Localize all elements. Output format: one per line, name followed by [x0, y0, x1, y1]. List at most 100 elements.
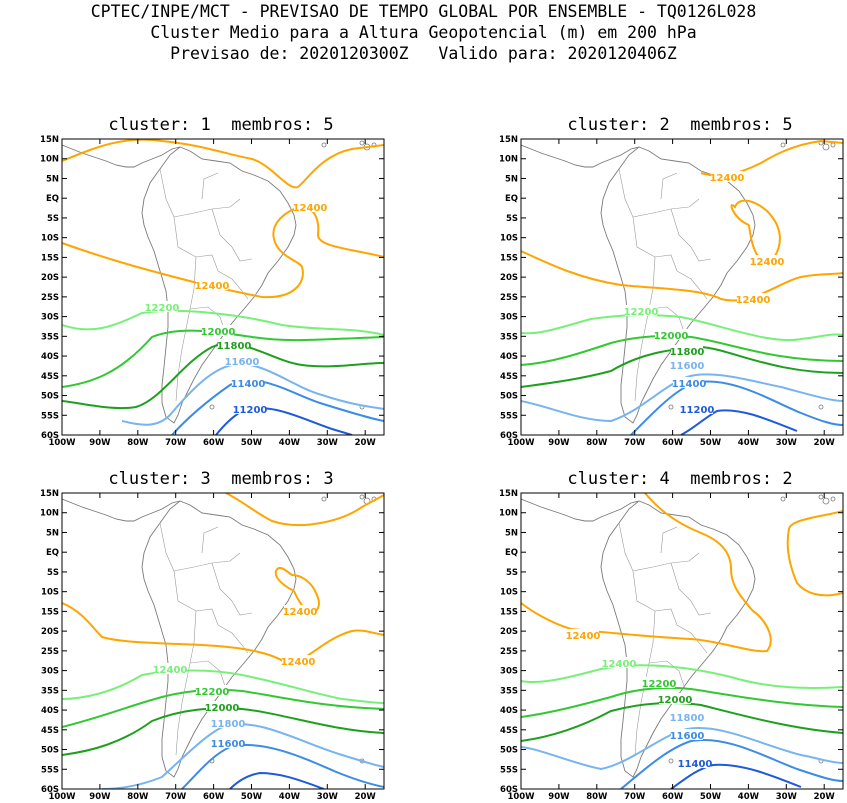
header-line-2: Cluster Medio para a Altura Geopotencial…	[150, 23, 697, 42]
latitude-label: 50S	[500, 746, 518, 756]
country-border	[217, 270, 249, 300]
contour-label: 12400	[283, 607, 318, 618]
contour-label: 12200	[642, 679, 677, 690]
contour-label: 12400	[153, 665, 188, 676]
latitude-label: 10N	[40, 155, 59, 165]
contour-12400	[225, 493, 384, 527]
country-border	[690, 246, 712, 262]
island	[359, 494, 365, 500]
contour-12400	[786, 510, 843, 597]
contour-12200	[62, 669, 384, 704]
contour-label: 11200	[233, 405, 268, 416]
contour-12400	[299, 205, 384, 258]
latitude-label: 10N	[499, 155, 518, 165]
latitude-label: 60S	[41, 785, 59, 795]
contour-label: 11800	[670, 713, 705, 724]
contour-label: 12400	[750, 257, 785, 268]
longitude-label: 80W	[127, 792, 149, 802]
longitude-label: 90W	[548, 438, 570, 448]
country-border	[634, 256, 656, 402]
country-border	[676, 270, 708, 300]
contour-12000	[521, 686, 843, 718]
contour-11400	[620, 739, 843, 789]
latitude-label: 5S	[506, 214, 518, 224]
latitude-label: 5N	[505, 174, 518, 184]
contour-label: 11600	[211, 739, 246, 750]
latitude-label: 45S	[500, 372, 518, 382]
contour-label: 11400	[678, 759, 713, 770]
contour-12400	[521, 493, 772, 653]
longitude-label: 80W	[127, 438, 149, 448]
contour-label: 12400	[710, 173, 745, 184]
contour-11200	[670, 763, 802, 789]
south-america-coastline	[600, 500, 756, 778]
latitude-label: 40S	[41, 352, 59, 362]
contour-label: 12400	[602, 659, 637, 670]
contour-label: 11200	[680, 405, 715, 416]
latitude-label: 15N	[499, 489, 518, 499]
island	[668, 758, 674, 764]
latitude-label: 30S	[41, 313, 59, 323]
contour-label: 11400	[231, 379, 266, 390]
latitude-label: 30S	[41, 667, 59, 677]
country-border	[189, 660, 227, 690]
latitude-label: 35S	[41, 332, 59, 342]
map-panel-3: 12400 12400 12400 12200 12000 11800 11600 15N 10…	[40, 489, 385, 802]
longitude-label: 100W	[48, 438, 76, 448]
central-america-coastline	[521, 498, 640, 522]
latitude-label: 50S	[41, 392, 59, 402]
country-border	[670, 562, 692, 602]
contour-12200	[521, 664, 843, 689]
latitude-label: 10S	[500, 588, 518, 598]
map-frame	[61, 138, 385, 436]
contour-11300	[229, 771, 325, 789]
country-border	[632, 216, 678, 272]
latitude-label: 45S	[41, 726, 59, 736]
island	[209, 404, 215, 410]
country-border	[690, 600, 712, 616]
latitude-label: 45S	[500, 726, 518, 736]
contour-label: 11600	[670, 361, 705, 372]
country-border	[660, 172, 678, 200]
latitude-label: 15N	[40, 489, 59, 499]
longitude-label: 30W	[776, 438, 798, 448]
country-border	[175, 610, 197, 756]
contour-12400	[730, 199, 781, 262]
latitude-label: 15N	[40, 135, 59, 145]
island	[830, 496, 836, 502]
latitude-label: 40S	[41, 706, 59, 716]
latitude-label: 25S	[41, 647, 59, 657]
longitude-label: 70W	[165, 792, 187, 802]
latitude-label: 10S	[500, 234, 518, 244]
longitude-label: 70W	[624, 438, 646, 448]
latitude-label: 20S	[500, 627, 518, 637]
latitude-label: 10N	[499, 509, 518, 519]
longitude-label: 20W	[355, 438, 377, 448]
latitude-label: 15S	[500, 253, 518, 263]
latitude-label: 10S	[41, 234, 59, 244]
latitude-label: 25S	[41, 293, 59, 303]
latitude-label: 45S	[41, 372, 59, 382]
island	[668, 404, 674, 410]
contour-11400	[171, 379, 384, 435]
country-border	[618, 168, 634, 218]
longitude-label: 90W	[548, 792, 570, 802]
contour-11200	[680, 409, 798, 435]
country-border	[201, 172, 219, 200]
contour-label: 12000	[205, 703, 240, 714]
country-border	[618, 522, 634, 572]
contour-label: 11800	[211, 719, 246, 730]
latitude-label: 35S	[41, 686, 59, 696]
country-border	[231, 246, 253, 262]
longitude-label: 70W	[624, 792, 646, 802]
panel-1-title: cluster: 1 membros: 5	[108, 115, 334, 135]
contour-12400	[700, 139, 843, 177]
longitude-label: 50W	[700, 438, 722, 448]
map-frame	[520, 138, 844, 436]
contour-11400	[630, 380, 843, 435]
latitude-label: 15S	[41, 253, 59, 263]
contour-label: 12400	[566, 631, 601, 642]
longitude-label: 90W	[89, 438, 111, 448]
latitude-label: 55S	[500, 765, 518, 775]
map-frame	[520, 492, 844, 790]
